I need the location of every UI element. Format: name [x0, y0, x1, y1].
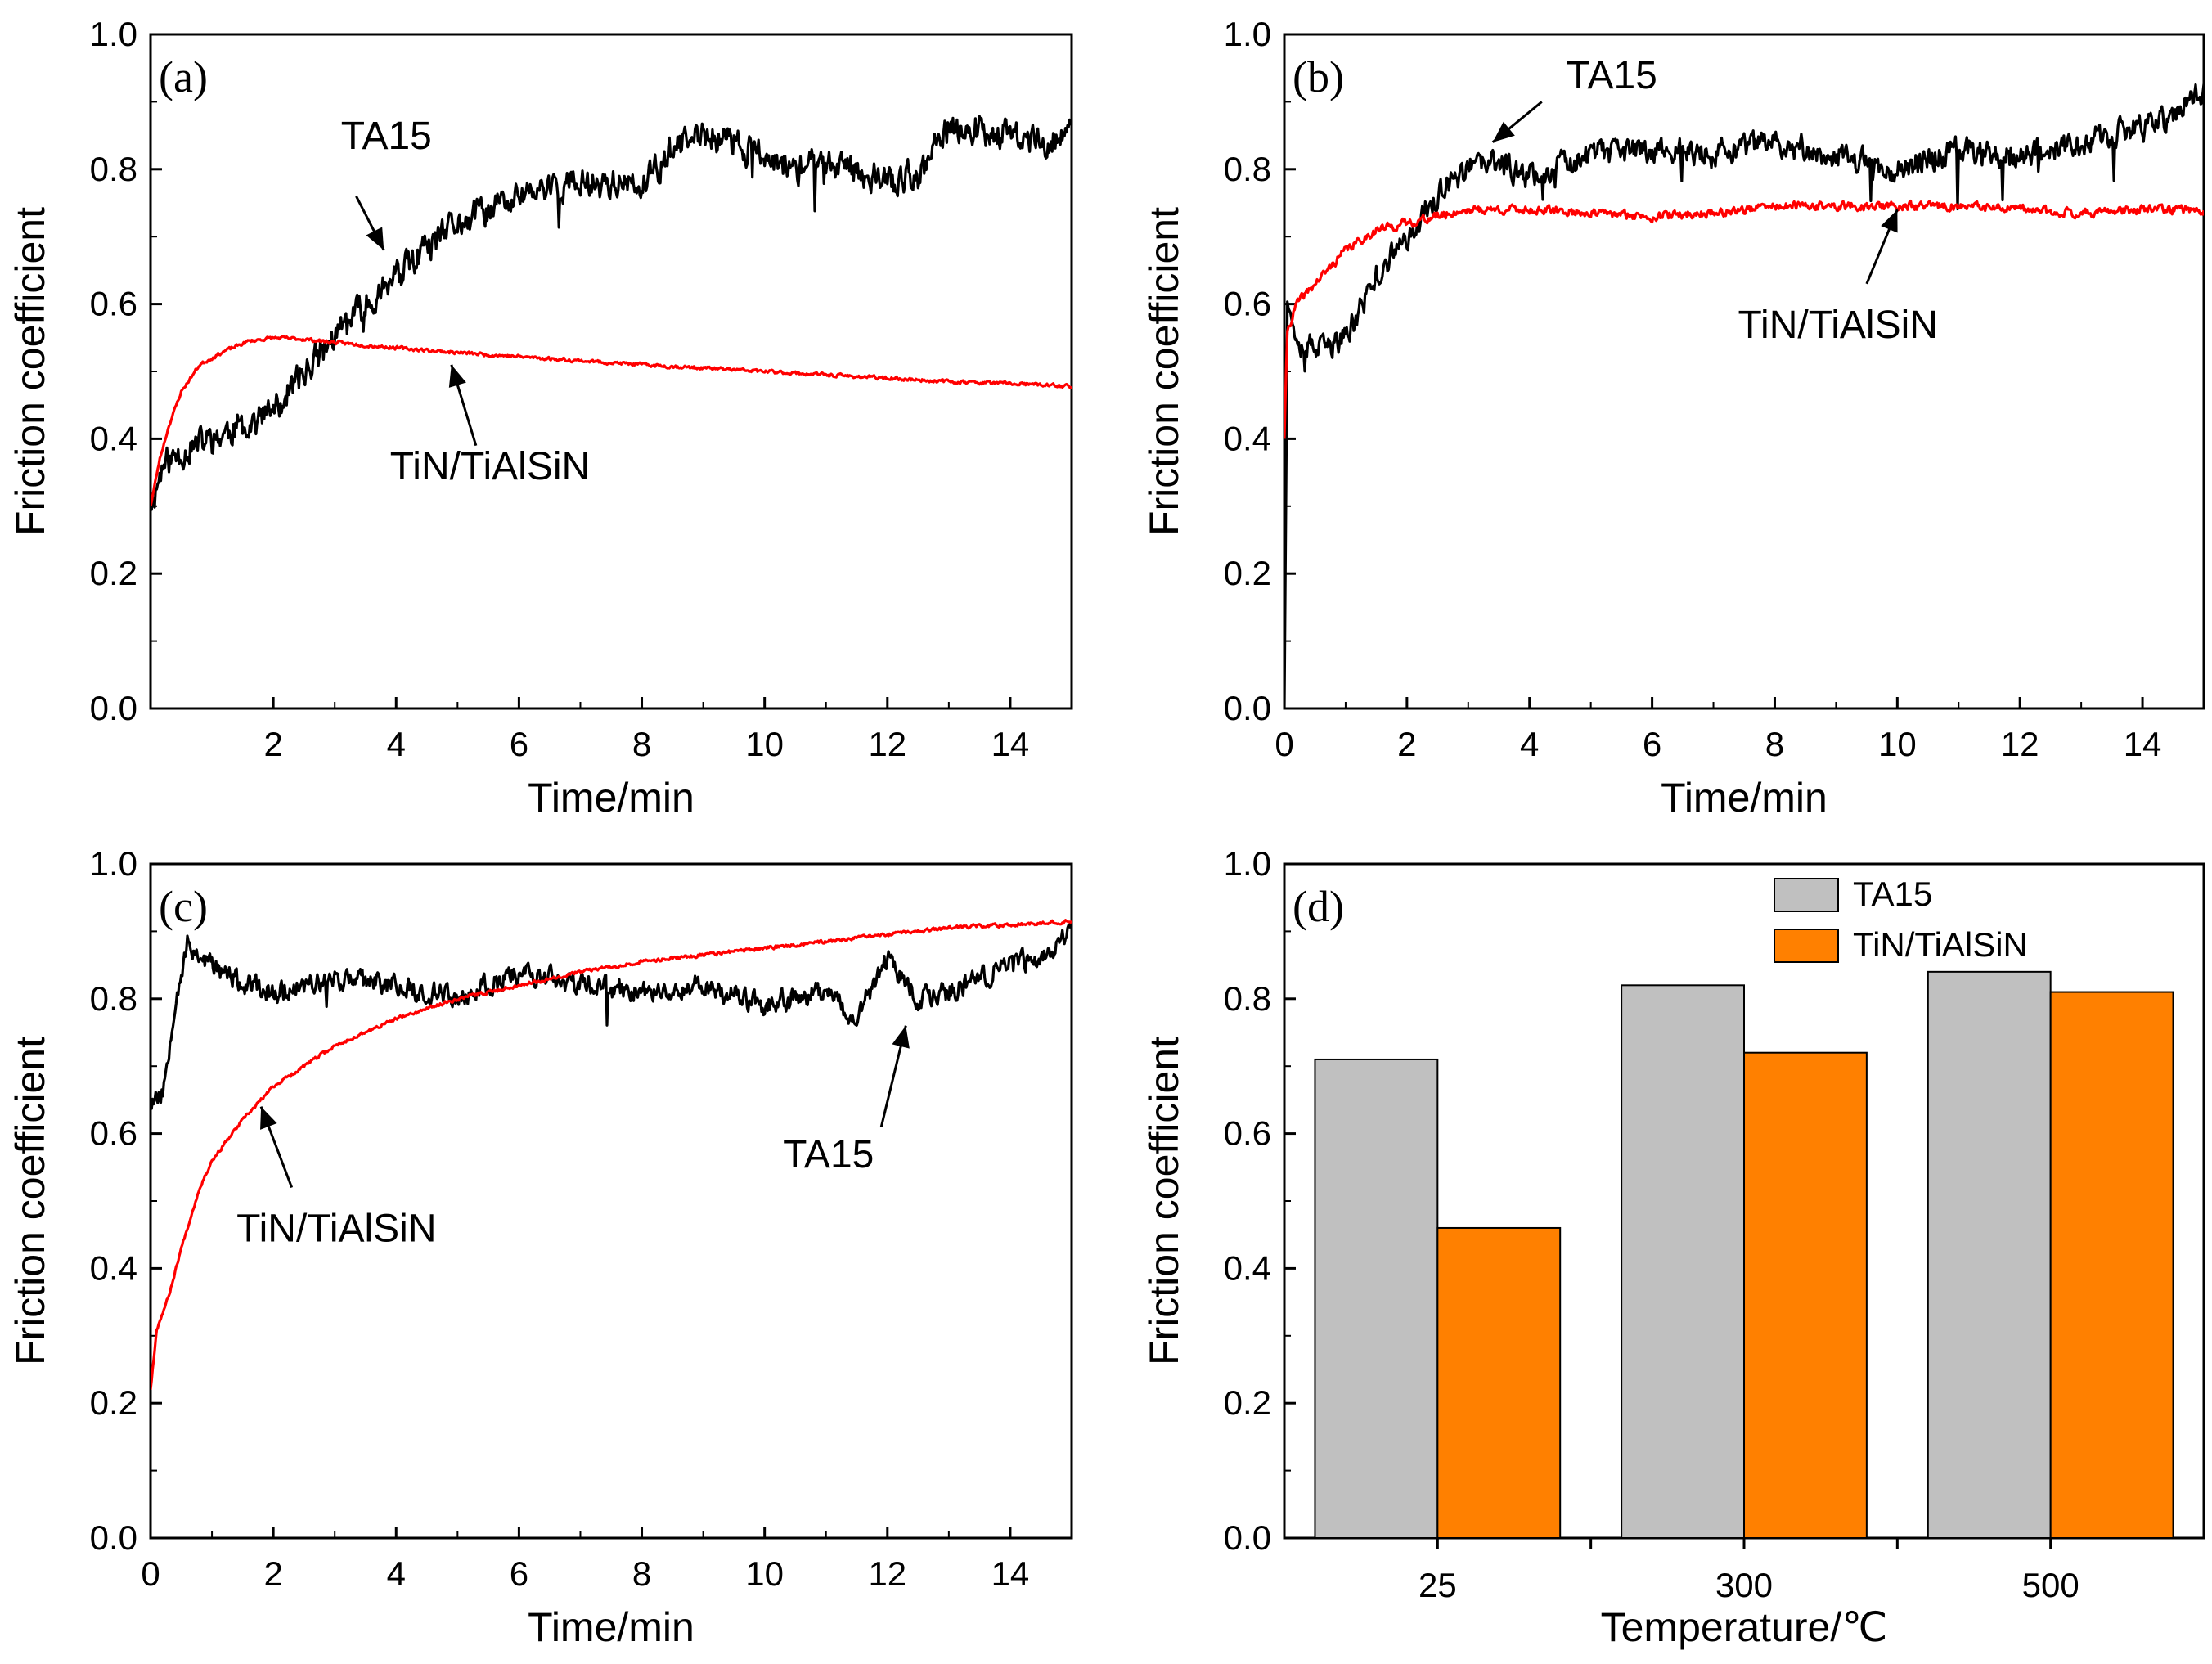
x-tick-label: 300 — [1715, 1566, 1773, 1604]
x-tick-label: 6 — [510, 725, 528, 763]
panel-c: 0.0 0.2 0.4 0.6 0.8 1.0 Friction coefficient Ti… — [7, 844, 1073, 1650]
annotation-label: TiN/TiAlSiN — [390, 445, 590, 488]
legend-swatch — [1774, 929, 1839, 963]
y-axis-label: Friction coefficient — [1141, 1037, 1187, 1365]
x-tick-label: 8 — [1765, 725, 1784, 763]
x-tick-label: 0 — [141, 1554, 160, 1593]
x-tick-label: 12 — [868, 1554, 906, 1593]
bar-ta15-500 — [1927, 970, 2052, 1539]
legend-swatch — [1774, 878, 1839, 912]
x-tick-label: 25 — [1418, 1566, 1457, 1604]
x-tick-label: 6 — [1643, 725, 1661, 763]
x-tick-label: 8 — [632, 725, 651, 763]
x-tick-label: 14 — [991, 1554, 1030, 1593]
x-tick-label: 14 — [2124, 725, 2162, 763]
x-tick-label: 4 — [1520, 725, 1539, 763]
series-line-tin-tialsin — [151, 919, 1072, 1390]
y-tick-label: 1.0 — [90, 844, 137, 883]
x-tick-label: 10 — [745, 725, 784, 763]
y-tick-label: 0.6 — [90, 285, 137, 323]
annotation-label: TiN/TiAlSiN — [236, 1207, 436, 1250]
annotation-arrowhead — [260, 1106, 277, 1130]
series-line-ta15 — [1284, 83, 2204, 708]
bar-tin-tialsin-500 — [2049, 991, 2174, 1540]
annotation-arrowhead — [892, 1025, 910, 1049]
x-tick-label: 14 — [991, 725, 1030, 763]
y-tick-label: 0.0 — [1224, 689, 1271, 727]
series-line-tin-tialsin — [151, 335, 1072, 507]
y-tick-label: 0.2 — [90, 1383, 137, 1422]
y-tick-label: 1.0 — [1224, 15, 1271, 53]
series-line-ta15 — [151, 115, 1072, 511]
annotation-arrowhead — [1881, 209, 1898, 233]
x-tick-label: 4 — [387, 725, 406, 763]
panel-label: (a) — [159, 52, 208, 101]
y-axis-label: Friction coefficient — [7, 1037, 53, 1365]
y-tick-label: 0.0 — [90, 689, 137, 727]
x-tick-label: 4 — [387, 1554, 406, 1593]
y-tick-label: 0.2 — [90, 554, 137, 592]
axes-frame — [149, 862, 1073, 1540]
y-tick-label: 0.0 — [1224, 1518, 1271, 1557]
legend-label: TA15 — [1853, 875, 1932, 913]
bar-tin-tialsin-25 — [1436, 1226, 1562, 1539]
series-line-tin-tialsin — [1284, 200, 2204, 439]
x-tick-label: 12 — [868, 725, 906, 763]
y-tick-label: 0.6 — [1224, 285, 1271, 323]
panel-a: 0.0 0.2 0.4 0.6 0.8 1.0 Friction coefficient Ti… — [7, 15, 1073, 821]
x-tick-label: 2 — [263, 1554, 282, 1593]
y-axis-label: Friction coefficient — [1141, 207, 1187, 536]
bar-tin-tialsin-300 — [1743, 1051, 1868, 1539]
panel-label: (c) — [159, 882, 208, 931]
annotation-arrowhead — [448, 364, 466, 388]
y-tick-label: 1.0 — [90, 15, 137, 53]
panel-label: (d) — [1293, 882, 1344, 931]
annotation-arrowhead — [1492, 121, 1515, 142]
y-tick-label: 0.6 — [90, 1114, 137, 1153]
x-tick-label: 500 — [2022, 1566, 2079, 1604]
x-axis-label: Temperature/℃ — [1601, 1604, 1888, 1650]
y-axis-label: Friction coefficient — [7, 207, 53, 536]
y-tick-label: 0.8 — [90, 150, 137, 188]
x-tick-label: 10 — [745, 1554, 784, 1593]
x-tick-label: 6 — [510, 1554, 528, 1593]
x-tick-label: 2 — [263, 725, 282, 763]
x-tick-label: 10 — [1878, 725, 1917, 763]
y-tick-label: 1.0 — [1224, 844, 1271, 883]
y-tick-label: 0.6 — [1224, 1114, 1271, 1153]
y-tick-label: 0.2 — [1224, 554, 1271, 592]
annotation-label: TA15 — [783, 1133, 874, 1176]
x-tick-label: 2 — [1397, 725, 1416, 763]
annotation-label: TiN/TiAlSiN — [1738, 304, 1938, 347]
panel-label: (b) — [1293, 52, 1344, 101]
x-axis-label: Time/min — [1661, 775, 1828, 821]
y-tick-label: 0.8 — [1224, 150, 1271, 188]
annotation-arrowhead — [366, 227, 384, 250]
annotation-label: TA15 — [341, 115, 432, 158]
x-tick-label: 0 — [1275, 725, 1293, 763]
panel-d: 0.0 0.2 0.4 0.6 0.8 1.0 Friction coefficient Te… — [1141, 844, 2205, 1650]
x-axis-label: Time/min — [528, 1604, 695, 1650]
legend-label: TiN/TiAlSiN — [1853, 925, 2028, 964]
series-line-ta15 — [151, 920, 1072, 1110]
panel-b: 0.0 0.2 0.4 0.6 0.8 1.0 Friction coefficient Ti… — [1141, 15, 2205, 821]
y-tick-label: 0.8 — [90, 979, 137, 1018]
x-axis-label: Time/min — [528, 775, 695, 821]
x-tick-label: 8 — [632, 1554, 651, 1593]
y-tick-label: 0.8 — [1224, 979, 1271, 1018]
y-tick-label: 0.4 — [1224, 419, 1271, 457]
annotation-label: TA15 — [1567, 54, 1657, 97]
y-tick-label: 0.4 — [90, 419, 137, 457]
y-tick-label: 0.4 — [1224, 1248, 1271, 1287]
y-tick-label: 0.4 — [90, 1248, 137, 1287]
bar-ta15-25 — [1314, 1058, 1439, 1539]
bar-ta15-300 — [1621, 984, 1745, 1539]
y-tick-label: 0.2 — [1224, 1383, 1271, 1422]
y-tick-label: 0.0 — [90, 1518, 137, 1557]
x-tick-label: 12 — [2001, 725, 2039, 763]
